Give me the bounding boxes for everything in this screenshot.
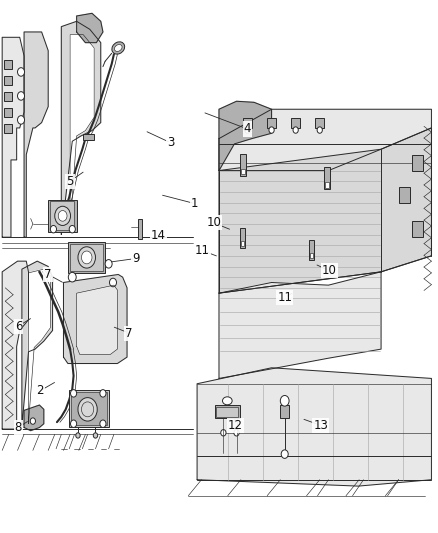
Circle shape bbox=[245, 127, 250, 133]
Polygon shape bbox=[77, 285, 117, 354]
Bar bbox=[267, 118, 276, 128]
Ellipse shape bbox=[112, 42, 125, 54]
Polygon shape bbox=[219, 128, 431, 293]
Bar bbox=[280, 405, 289, 418]
Bar bbox=[399, 187, 410, 203]
Circle shape bbox=[221, 430, 226, 436]
Bar bbox=[243, 118, 252, 128]
Circle shape bbox=[18, 92, 25, 100]
Circle shape bbox=[18, 68, 25, 76]
Bar bbox=[4, 92, 12, 101]
Text: 1: 1 bbox=[191, 197, 199, 210]
Bar bbox=[412, 155, 423, 171]
Circle shape bbox=[69, 225, 75, 233]
Text: 14: 14 bbox=[151, 229, 166, 242]
Text: 5: 5 bbox=[67, 175, 74, 188]
Bar bbox=[215, 405, 240, 418]
Bar bbox=[309, 240, 314, 260]
Bar bbox=[325, 182, 329, 188]
Circle shape bbox=[55, 206, 71, 225]
Circle shape bbox=[71, 390, 77, 397]
Circle shape bbox=[50, 225, 57, 233]
Circle shape bbox=[78, 398, 97, 421]
Circle shape bbox=[281, 450, 288, 458]
Ellipse shape bbox=[223, 397, 232, 405]
Polygon shape bbox=[2, 261, 28, 429]
Circle shape bbox=[30, 418, 35, 424]
Text: 7: 7 bbox=[125, 327, 133, 340]
Bar bbox=[241, 169, 245, 174]
Text: 4: 4 bbox=[244, 123, 251, 135]
Bar bbox=[48, 200, 77, 232]
Circle shape bbox=[78, 247, 95, 268]
Polygon shape bbox=[24, 405, 44, 431]
Circle shape bbox=[58, 211, 67, 221]
Polygon shape bbox=[219, 101, 272, 171]
Text: 3: 3 bbox=[167, 136, 174, 149]
Circle shape bbox=[100, 390, 106, 397]
Bar bbox=[83, 134, 94, 140]
Bar bbox=[241, 241, 244, 246]
Text: 8: 8 bbox=[15, 421, 22, 434]
Bar bbox=[4, 60, 12, 69]
Bar bbox=[240, 154, 246, 176]
Circle shape bbox=[18, 116, 25, 124]
Text: 11: 11 bbox=[277, 291, 292, 304]
Circle shape bbox=[100, 420, 106, 427]
Polygon shape bbox=[219, 272, 381, 378]
Circle shape bbox=[71, 420, 77, 427]
Circle shape bbox=[93, 433, 98, 438]
Circle shape bbox=[280, 395, 289, 406]
Polygon shape bbox=[70, 35, 94, 229]
Polygon shape bbox=[2, 37, 24, 237]
Polygon shape bbox=[219, 109, 431, 171]
Polygon shape bbox=[197, 368, 431, 486]
Polygon shape bbox=[77, 13, 103, 43]
Text: 11: 11 bbox=[195, 244, 210, 257]
Circle shape bbox=[105, 260, 112, 268]
Bar bbox=[216, 407, 238, 417]
Bar bbox=[71, 392, 107, 425]
Polygon shape bbox=[64, 274, 127, 364]
Polygon shape bbox=[22, 261, 53, 426]
Bar bbox=[50, 201, 74, 230]
Text: 2: 2 bbox=[36, 384, 44, 397]
Polygon shape bbox=[28, 269, 50, 424]
Circle shape bbox=[234, 430, 239, 436]
Circle shape bbox=[81, 251, 92, 264]
Bar bbox=[324, 167, 330, 189]
Text: 10: 10 bbox=[322, 264, 337, 277]
Circle shape bbox=[76, 433, 80, 438]
Bar bbox=[4, 76, 12, 85]
Bar bbox=[138, 219, 142, 239]
Bar bbox=[4, 124, 12, 133]
Bar bbox=[70, 244, 103, 271]
Ellipse shape bbox=[114, 45, 122, 51]
Polygon shape bbox=[61, 21, 101, 235]
Circle shape bbox=[269, 127, 274, 133]
Text: 6: 6 bbox=[14, 320, 22, 333]
Bar bbox=[315, 118, 324, 128]
Bar bbox=[240, 228, 245, 248]
Bar bbox=[69, 390, 109, 427]
Text: 7: 7 bbox=[44, 268, 52, 281]
Circle shape bbox=[68, 272, 76, 282]
Circle shape bbox=[110, 278, 117, 287]
Text: 10: 10 bbox=[206, 216, 221, 229]
Polygon shape bbox=[24, 32, 48, 237]
Circle shape bbox=[317, 127, 322, 133]
Bar bbox=[291, 118, 300, 128]
Bar bbox=[310, 253, 313, 258]
Bar bbox=[412, 221, 423, 237]
Text: 13: 13 bbox=[313, 419, 328, 432]
Bar bbox=[68, 242, 105, 273]
Text: 9: 9 bbox=[132, 252, 140, 265]
Circle shape bbox=[293, 127, 298, 133]
Bar bbox=[4, 108, 12, 117]
Text: 12: 12 bbox=[228, 419, 243, 432]
